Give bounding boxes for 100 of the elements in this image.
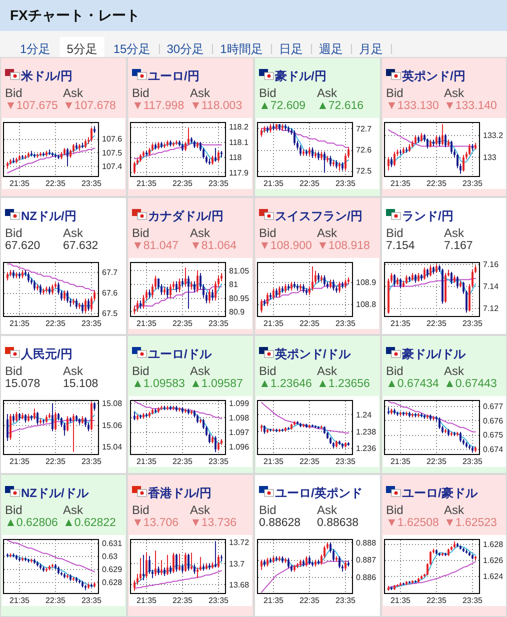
line-series (261, 279, 349, 306)
text: ▼81.047 (132, 240, 179, 252)
y-tick-label: 80.95 (229, 294, 250, 303)
text: Bid (259, 364, 276, 378)
y-tick-label: 13.7 (229, 559, 246, 568)
x-tick-label: 21:35 (136, 179, 158, 188)
y-tick-label: 107.6 (102, 134, 123, 144)
x-tick-label: 21:35 (136, 457, 158, 466)
y-tick-label: 117.9 (229, 168, 249, 178)
y-tick-label: 0.63 (102, 552, 118, 562)
line-series (388, 546, 476, 589)
y-tick-label: 1.626 (483, 556, 504, 566)
y-tick-label: 15.06 (102, 420, 123, 430)
y-tick-label: 118.1 (229, 138, 249, 147)
chart-title: ランド/円 (402, 209, 454, 223)
y-tick-label: 1.24 (356, 410, 372, 420)
text: Bid (132, 86, 150, 100)
x-tick-label: 23:35 (462, 179, 484, 188)
y-tick-label: 118.2 (229, 122, 249, 132)
text: Ask (317, 364, 338, 378)
y-tick-label: 1.628 (483, 540, 504, 549)
x-tick-label: 23:35 (208, 596, 230, 605)
chart-title: 英ポンド/円 (401, 69, 466, 83)
line-series (7, 264, 95, 292)
x-tick-label: 23:35 (208, 319, 230, 328)
text: 週足 (318, 42, 343, 56)
text: 15.108 (63, 378, 98, 390)
text: Bid (259, 226, 276, 240)
line-series (388, 138, 476, 164)
x-tick-label: 23:35 (335, 596, 356, 605)
y-tick-label: 15.08 (102, 399, 123, 408)
line-series (134, 560, 222, 585)
x-tick-label: 21:35 (390, 457, 412, 466)
y-tick-label: 1.097 (229, 428, 250, 437)
text: Ask (444, 503, 466, 517)
x-tick-label: 21:35 (136, 596, 158, 605)
text: ▼107.675 (5, 100, 58, 112)
text: ▲1.09583 (132, 378, 185, 390)
text: ▲72.609 (259, 100, 306, 112)
text: 日足 (278, 42, 303, 56)
x-tick-label: 21:35 (136, 319, 158, 328)
y-tick-label: 13.68 (229, 580, 250, 590)
x-tick-label: 22:35 (172, 319, 194, 328)
x-tick-label: 23:35 (81, 179, 102, 188)
y-tick-label: 107.4 (102, 162, 123, 171)
text: 7.154 (386, 240, 416, 252)
text: ▼13.736 (190, 517, 237, 529)
x-tick-label: 22:35 (172, 457, 194, 466)
text: Bid (132, 503, 150, 517)
text: ▲0.67434 (386, 378, 440, 390)
text: ▼108.918 (317, 240, 370, 252)
text: Ask (317, 503, 338, 517)
text: ▼133.130 (386, 100, 439, 112)
x-tick-label: 22:35 (45, 457, 66, 466)
x-tick-label: 23:35 (462, 457, 484, 466)
text: 1時間足 (220, 42, 263, 56)
text: 0.88638 (317, 517, 359, 529)
chart-title: 豪ドル/ドル (401, 347, 466, 361)
x-tick-label: 21:35 (9, 319, 30, 328)
text: Ask (317, 226, 338, 240)
x-tick-label: 21:35 (263, 179, 284, 188)
x-tick-label: 22:35 (426, 596, 448, 605)
y-tick-label: 67.6 (102, 288, 118, 298)
text: Ask (444, 364, 466, 378)
x-tick-label: 22:35 (299, 596, 320, 605)
text: ▲0.62806 (5, 517, 58, 529)
text: Ask (190, 503, 212, 517)
y-tick-label: 0.631 (102, 538, 123, 548)
text: Bid (5, 503, 22, 517)
text: ▼13.706 (132, 517, 179, 529)
x-tick-label: 23:35 (81, 596, 102, 605)
line-series (388, 268, 476, 296)
text: Ask (190, 364, 212, 378)
x-tick-label: 22:35 (45, 596, 66, 605)
y-tick-label: 118 (229, 153, 242, 162)
line-series (261, 128, 349, 148)
line-series (7, 414, 95, 428)
chart-title: ユーロ/ドル (148, 347, 212, 361)
x-tick-label: 21:35 (9, 179, 30, 188)
line-series (7, 420, 95, 434)
line-series (388, 561, 476, 588)
x-tick-label: 23:35 (462, 319, 484, 328)
text: ▼133.140 (444, 100, 497, 112)
x-tick-label: 23:35 (208, 179, 230, 188)
candlestick (400, 150, 402, 155)
text: Ask (63, 86, 84, 100)
text: Bid (259, 86, 276, 100)
x-tick-label: 22:35 (426, 319, 448, 328)
x-tick-label: 22:35 (299, 319, 320, 328)
y-tick-label: 0.887 (356, 556, 377, 565)
line-series (261, 284, 349, 302)
y-tick-label: 133 (483, 153, 497, 162)
text: ▲1.23656 (317, 378, 370, 390)
y-tick-label: 0.674 (483, 445, 504, 454)
text: ▼107.678 (63, 100, 116, 112)
y-tick-label: 1.624 (483, 572, 504, 582)
candlestick (214, 541, 216, 568)
text: ▼1.62523 (444, 517, 497, 529)
line-series (7, 135, 95, 166)
y-tick-label: 133.2 (483, 131, 504, 140)
